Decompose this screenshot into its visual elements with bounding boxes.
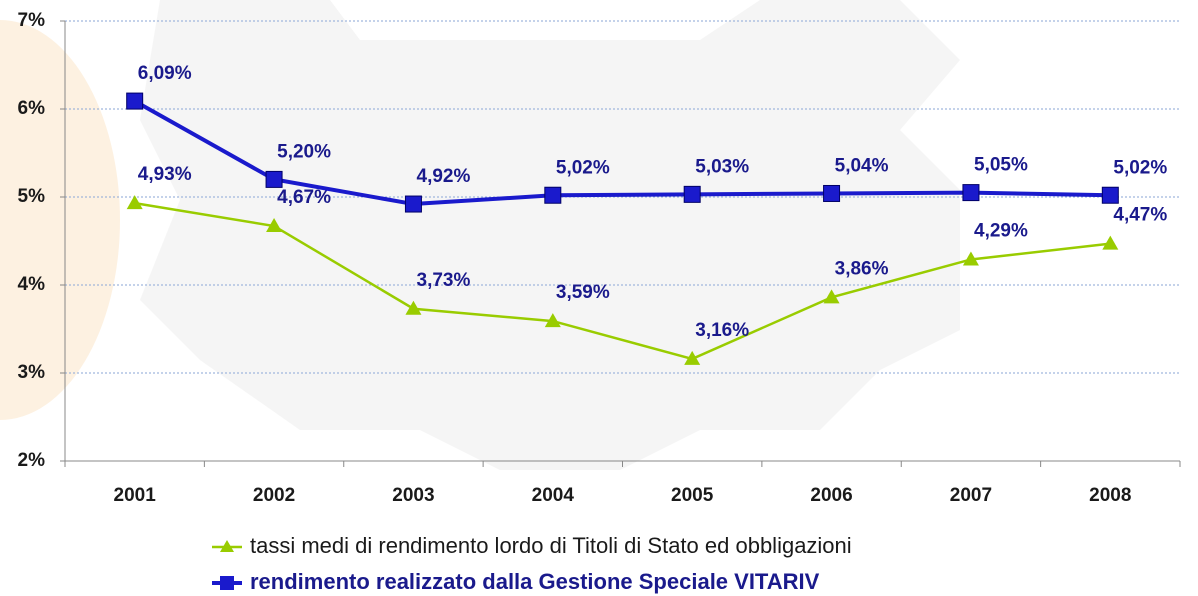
- watermark-gear: [140, 0, 960, 470]
- legend-marker: [220, 576, 234, 590]
- data-label: 6,09%: [138, 63, 192, 84]
- data-label: 4,47%: [1113, 205, 1167, 226]
- data-label: 4,92%: [417, 166, 471, 187]
- x-tick-label: 2006: [810, 485, 852, 506]
- marker: [963, 185, 979, 201]
- marker: [1102, 236, 1118, 250]
- data-label: 5,03%: [695, 156, 749, 177]
- marker: [545, 187, 561, 203]
- x-tick-label: 2008: [1089, 485, 1131, 506]
- watermark-blob: [0, 20, 120, 420]
- marker: [824, 185, 840, 201]
- data-label: 5,04%: [835, 155, 889, 176]
- y-tick-label: 3%: [18, 362, 46, 383]
- marker: [266, 171, 282, 187]
- data-label: 4,67%: [277, 187, 331, 208]
- marker: [127, 93, 143, 109]
- legend-label: rendimento realizzato dalla Gestione Spe…: [250, 569, 820, 594]
- chart: 2% 3% 4% 5% 6% 7% 2001 2002 2003 2004 2005 2006 2007…: [0, 0, 1198, 596]
- x-tick-label: 2005: [671, 485, 714, 506]
- marker: [1102, 187, 1118, 203]
- x-tick-label: 2001: [114, 485, 157, 506]
- y-tick-label: 6%: [18, 98, 46, 119]
- x-tick-label: 2007: [950, 485, 992, 506]
- data-label: 5,02%: [1113, 157, 1167, 178]
- data-label: 4,29%: [974, 220, 1028, 241]
- marker: [405, 196, 421, 212]
- x-tick-label: 2002: [253, 485, 295, 506]
- y-tick-label: 4%: [18, 274, 46, 295]
- x-tick-label: 2003: [392, 485, 434, 506]
- y-tick-label: 2%: [18, 450, 46, 471]
- x-tick-label: 2004: [532, 485, 575, 506]
- data-label: 3,86%: [835, 258, 889, 279]
- data-label: 4,93%: [138, 164, 192, 185]
- data-label: 5,05%: [974, 155, 1028, 176]
- data-label: 3,73%: [417, 270, 471, 291]
- legend-label: tassi medi di rendimento lordo di Titoli…: [250, 533, 852, 558]
- y-tick-label: 7%: [18, 10, 46, 31]
- data-label: 3,16%: [695, 320, 749, 341]
- y-tick-label: 5%: [18, 186, 46, 207]
- data-label: 5,20%: [277, 141, 331, 162]
- data-label: 5,02%: [556, 157, 610, 178]
- data-label: 3,59%: [556, 282, 610, 303]
- marker: [684, 186, 700, 202]
